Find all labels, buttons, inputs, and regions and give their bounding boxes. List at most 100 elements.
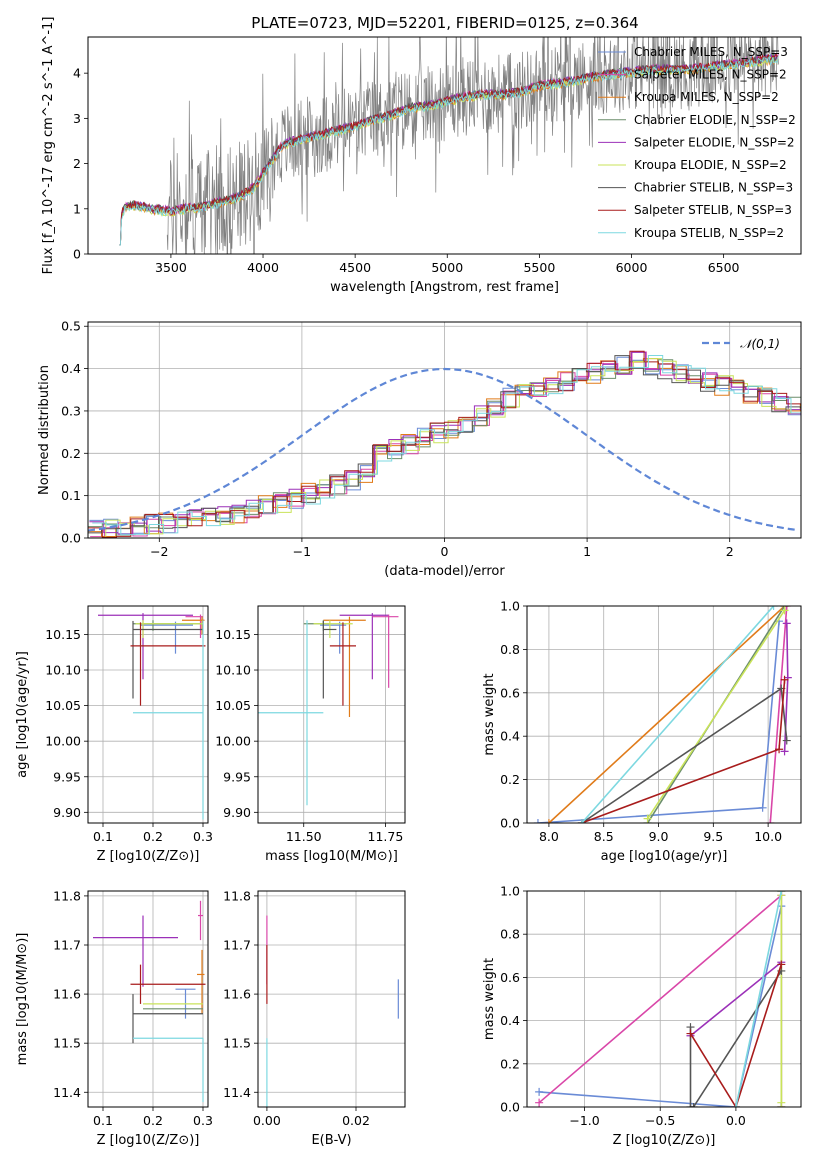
legend-label: Salpeter STELIB, N_SSP=3 (634, 203, 792, 217)
x-tick-label: 8.0 (539, 829, 559, 844)
x-tick-label: −1 (293, 544, 311, 559)
panel-mass_weight_vs_Z: −1.0 −0.5 0.0 0.0 0.2 0.4 0.6 0.8 1.0 Z [log10(Z/… (482, 884, 802, 1148)
residual-histogram-step (92, 355, 801, 536)
figure-title: PLATE=0723, MJD=52201, FIBERID=0125, z=0… (251, 14, 638, 32)
legend-label: 𝒩(0,1) (740, 337, 780, 351)
residual-histogram-step (88, 355, 801, 534)
legend: Chabrier MILES, N_SSP=3 Salpeter MILES, N… (598, 45, 796, 240)
mass-weight-line (689, 964, 783, 1107)
observed-spectrum-line (166, 37, 779, 254)
y-tick-label: 1.0 (500, 599, 520, 614)
mass-weight-marker (780, 747, 789, 756)
y-tick-label: 11.4 (53, 1085, 81, 1100)
legend-label: Salpeter MILES, N_SSP=2 (634, 68, 787, 82)
x-axis-label: Z [log10(Z/Z⊙)] (97, 1133, 200, 1148)
mass-weight-line (689, 970, 782, 1107)
mass-weight-marker (775, 745, 784, 754)
mass-weight-marker (777, 891, 786, 895)
y-tick-label: 10.10 (215, 663, 251, 678)
mass-weight-line (769, 606, 788, 823)
x-tick-label: 10.0 (754, 829, 782, 844)
x-tick-label: 0.2 (143, 829, 163, 844)
x-axis-label: mass [log10(M/M⊙)] (265, 849, 398, 864)
y-tick-label: 0.4 (500, 1013, 520, 1028)
y-tick-label: 11.6 (223, 987, 251, 1002)
x-tick-label: 11.75 (368, 829, 404, 844)
y-tick-label: 11.5 (223, 1036, 251, 1051)
mass-weight-marker (686, 1103, 695, 1107)
x-axis-label: Z [log10(Z/Z⊙)] (613, 1133, 716, 1148)
x-tick-label: 0.0 (726, 1113, 746, 1128)
mass-weight-line (646, 609, 786, 820)
mass-weight-marker (689, 1103, 698, 1107)
mass-weight-line (538, 894, 782, 1104)
y-axis-label: Normed distribution (37, 365, 52, 495)
plot-area (119, 37, 779, 254)
mass-weight-marker (780, 675, 789, 684)
x-tick-label: 6000 (616, 260, 648, 275)
x-tick-label: −1.0 (569, 1113, 599, 1128)
x-tick-label: 9.0 (649, 829, 669, 844)
y-axis-label: mass [log10(M/M⊙)] (15, 933, 30, 1066)
mass-weight-marker (782, 736, 791, 745)
legend-label: Chabrier STELIB, N_SSP=3 (634, 181, 793, 195)
x-tick-label: 5000 (431, 260, 463, 275)
y-tick-label: 0.3 (61, 403, 81, 418)
mass-weight-marker (766, 819, 775, 823)
mass-weight-marker (577, 819, 586, 823)
x-tick-label: 9.5 (703, 829, 723, 844)
axes-frame (87, 36, 802, 255)
mass-weight-marker (782, 606, 791, 610)
x-axis-label: Z [log10(Z/Z⊙)] (97, 849, 200, 864)
panel-mass_vs_ebv: 0.00 0.02 11.4 11.5 11.6 11.7 11.8 E(B-V) (223, 888, 406, 1148)
y-tick-label: 9.95 (53, 769, 81, 784)
y-tick-label: 11.7 (223, 938, 251, 953)
panel-age_vs_mass: 11.50 11.75 9.90 9.95 10.00 10.05 10.10 10.15 ma… (215, 605, 406, 864)
axes-frame (87, 890, 209, 1108)
residual-histogram-step (91, 358, 801, 538)
y-tick-label: 0.6 (500, 970, 520, 985)
mass-weight-line (581, 606, 775, 823)
y-tick-label: 0.0 (500, 816, 520, 831)
x-tick-label: 0.1 (93, 1113, 113, 1128)
legend-label: Salpeter ELODIE, N_SSP=2 (634, 135, 795, 149)
mass-weight-line (548, 606, 786, 823)
mass-weight-marker (686, 1029, 695, 1038)
mass-weight-marker (535, 1098, 544, 1107)
axes-frame (526, 605, 802, 824)
x-axis-label: (data-model)/error (384, 564, 505, 579)
plot-area (258, 613, 399, 806)
y-axis-label: mass weight (482, 673, 497, 755)
x-tick-label: 0 (441, 544, 449, 559)
y-tick-label: 0.2 (500, 1056, 520, 1071)
y-tick-label: 11.8 (223, 888, 251, 903)
y-tick-label: 10.05 (45, 698, 81, 713)
plot-area (535, 891, 786, 1107)
residual-histogram-step (88, 350, 801, 538)
y-tick-label: 0.8 (500, 642, 520, 657)
y-tick-label: 9.90 (223, 805, 251, 820)
axes-frame (257, 890, 406, 1108)
axes-frame (526, 890, 802, 1108)
panel-mass_vs_Z: 0.1 0.2 0.3 11.4 11.5 11.6 11.7 11.8 Z [log10(Z/… (15, 888, 213, 1148)
mass-weight-marker (777, 1098, 786, 1107)
y-tick-label: 11.7 (53, 938, 81, 953)
x-tick-label: −2 (150, 544, 168, 559)
x-tick-label: 0.1 (93, 829, 113, 844)
y-tick-label: 11.8 (53, 888, 81, 903)
x-tick-label: 4500 (339, 260, 371, 275)
x-tick-label: 0.00 (253, 1113, 281, 1128)
panel-residuals: −2 −1 0 1 2 0.0 0.1 0.2 0.3 0.4 0.5 (data-model)/er… (37, 319, 802, 579)
y-tick-label: 0.8 (500, 927, 520, 942)
mass-weight-marker (643, 814, 652, 823)
model-spectrum-line (119, 55, 779, 246)
y-tick-label: 4 (73, 66, 81, 81)
x-axis-label: E(B-V) (311, 1133, 351, 1148)
residual-histogram-step (89, 351, 801, 535)
y-tick-label: 0.4 (61, 361, 81, 376)
y-tick-label: 1.0 (500, 884, 520, 899)
mass-weight-marker (533, 819, 542, 823)
axes-frame (87, 321, 802, 539)
panel-mass_weight_vs_age: 8.0 8.5 9.0 9.5 10.0 0.0 0.2 0.4 0.6 0.8 1.0 age [l… (482, 599, 802, 864)
panel-spectrum: 3500 4000 4500 5000 5500 6000 6500 0 1 2 3 4 wavelen… (41, 17, 802, 295)
